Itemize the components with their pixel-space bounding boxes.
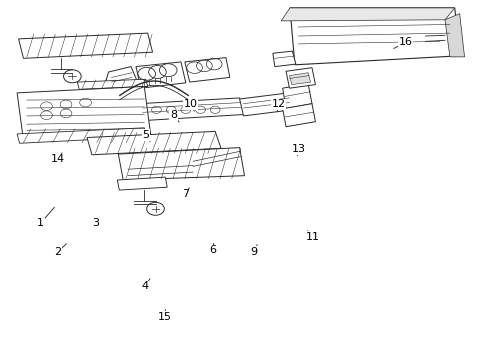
Polygon shape — [282, 84, 311, 109]
Text: 16: 16 — [398, 37, 412, 48]
Polygon shape — [139, 98, 244, 121]
Text: 6: 6 — [209, 245, 216, 255]
Text: 4: 4 — [141, 281, 148, 291]
Text: 1: 1 — [37, 218, 44, 228]
Polygon shape — [77, 79, 147, 89]
Polygon shape — [289, 73, 310, 85]
Text: 15: 15 — [158, 312, 172, 322]
Polygon shape — [105, 67, 138, 95]
Text: 7: 7 — [182, 189, 189, 199]
Text: 5: 5 — [142, 130, 149, 140]
Polygon shape — [281, 8, 454, 21]
Polygon shape — [282, 104, 315, 127]
Text: 10: 10 — [183, 99, 197, 109]
Polygon shape — [118, 148, 244, 180]
Polygon shape — [136, 62, 185, 88]
Polygon shape — [184, 58, 229, 82]
Polygon shape — [272, 51, 295, 67]
Polygon shape — [117, 177, 167, 190]
Polygon shape — [444, 14, 464, 57]
Polygon shape — [87, 131, 221, 155]
Text: 11: 11 — [305, 232, 319, 242]
Polygon shape — [285, 68, 315, 88]
Text: 8: 8 — [170, 110, 177, 120]
Polygon shape — [19, 33, 152, 58]
Text: 3: 3 — [92, 218, 99, 228]
Polygon shape — [239, 93, 292, 116]
Polygon shape — [17, 86, 150, 140]
Text: 13: 13 — [292, 144, 305, 154]
Text: 14: 14 — [51, 154, 64, 165]
Text: 12: 12 — [271, 99, 285, 109]
Polygon shape — [289, 8, 459, 65]
Text: 9: 9 — [250, 247, 257, 257]
Text: 2: 2 — [54, 247, 61, 257]
Polygon shape — [17, 128, 146, 143]
